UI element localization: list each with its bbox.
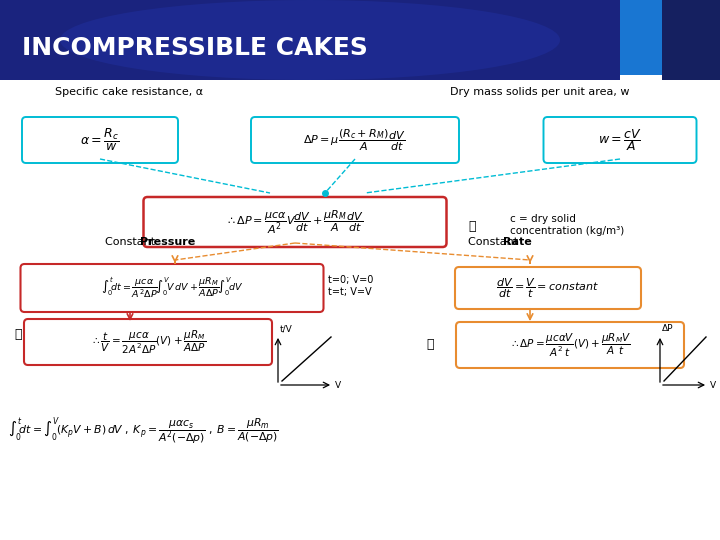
Text: 💡: 💡 <box>14 328 22 341</box>
Text: $w = \dfrac{cV}{A}$: $w = \dfrac{cV}{A}$ <box>598 127 642 153</box>
Text: Dry mass solids per unit area, w: Dry mass solids per unit area, w <box>450 87 629 97</box>
Text: Constant: Constant <box>468 237 521 247</box>
Text: V: V <box>335 381 341 389</box>
Text: $\alpha = \dfrac{R_c}{w}$: $\alpha = \dfrac{R_c}{w}$ <box>81 127 120 153</box>
Text: Constant: Constant <box>105 237 158 247</box>
Text: $\Delta P = \mu \dfrac{(R_c + R_M)}{A} \dfrac{dV}{dt}$: $\Delta P = \mu \dfrac{(R_c + R_M)}{A} \… <box>303 127 407 153</box>
Text: Pressure: Pressure <box>140 237 195 247</box>
Text: c = dry solid
concentration (kg/m³): c = dry solid concentration (kg/m³) <box>510 214 624 236</box>
Text: $\therefore \dfrac{t}{V} = \dfrac{\mu c\alpha}{2A^2\Delta P}(V) + \dfrac{\mu R_M: $\therefore \dfrac{t}{V} = \dfrac{\mu c\… <box>90 328 206 355</box>
Text: $\therefore \Delta P = \dfrac{\mu c\alpha V}{A^2\,t}(V) + \dfrac{\mu R_M V}{A\;\: $\therefore \Delta P = \dfrac{\mu c\alph… <box>509 332 631 359</box>
FancyBboxPatch shape <box>0 0 620 80</box>
FancyBboxPatch shape <box>251 117 459 163</box>
FancyBboxPatch shape <box>620 0 662 75</box>
Text: $\therefore \Delta P = \dfrac{\mu c\alpha}{A^2} V \dfrac{dV}{dt} + \dfrac{\mu R_: $\therefore \Delta P = \dfrac{\mu c\alph… <box>225 208 364 235</box>
Text: 💡: 💡 <box>426 339 433 352</box>
FancyBboxPatch shape <box>143 197 446 247</box>
Text: INCOMPRESSIBLE CAKES: INCOMPRESSIBLE CAKES <box>22 36 368 60</box>
Text: V: V <box>710 381 716 389</box>
Text: t/V: t/V <box>280 324 293 333</box>
Text: t=0; V=0
t=t; V=V: t=0; V=0 t=t; V=V <box>328 275 374 297</box>
FancyBboxPatch shape <box>455 267 641 309</box>
Ellipse shape <box>60 0 560 80</box>
Text: Rate: Rate <box>503 237 532 247</box>
Text: ΔP: ΔP <box>662 324 673 333</box>
Text: $\int_0^t\!dt = \dfrac{\mu c\alpha}{A^2\Delta P}\!\int_0^V\!V\,dV + \dfrac{\mu R: $\int_0^t\!dt = \dfrac{\mu c\alpha}{A^2\… <box>101 275 243 300</box>
Text: Specific cake resistance, α: Specific cake resistance, α <box>55 87 203 97</box>
FancyBboxPatch shape <box>24 319 272 365</box>
FancyBboxPatch shape <box>544 117 696 163</box>
FancyBboxPatch shape <box>22 117 178 163</box>
FancyBboxPatch shape <box>20 264 323 312</box>
FancyBboxPatch shape <box>662 0 720 80</box>
Text: $\int_0^t\!dt = \int_0^V\!(K_p V + B)\,dV\;,\;K_p = \dfrac{\mu\alpha c_s}{A^2(-\: $\int_0^t\!dt = \int_0^V\!(K_p V + B)\,d… <box>8 416 279 448</box>
Text: 💡: 💡 <box>468 219 476 233</box>
FancyBboxPatch shape <box>456 322 684 368</box>
Text: $\dfrac{dV}{dt} = \dfrac{V}{t} = constant$: $\dfrac{dV}{dt} = \dfrac{V}{t} = constan… <box>497 276 600 300</box>
